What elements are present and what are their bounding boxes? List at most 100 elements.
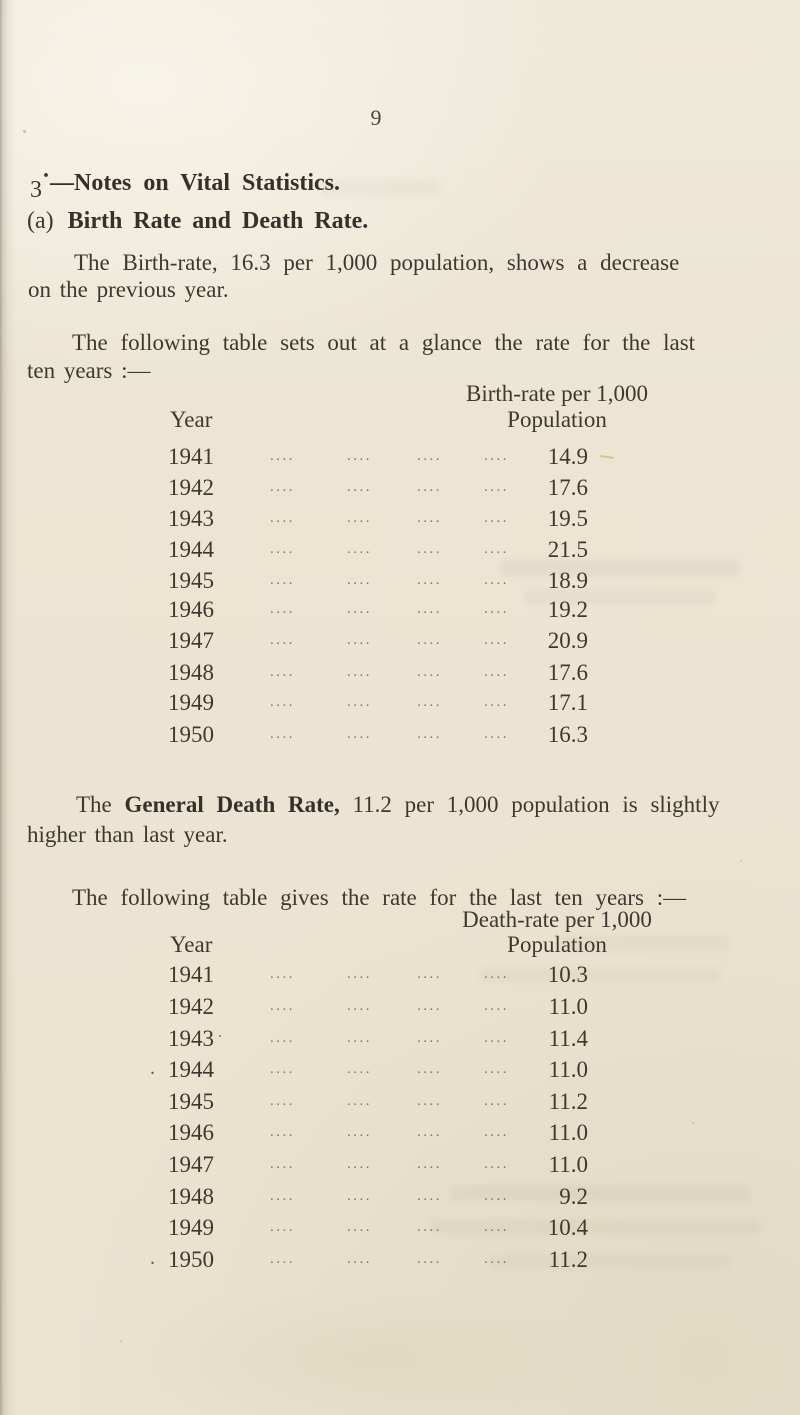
year-cell: 1948 xyxy=(168,1184,214,1209)
dot-leader: .... xyxy=(270,479,295,495)
dot-leader: .... xyxy=(347,664,372,680)
dot-leader: .... xyxy=(417,601,442,617)
show-through xyxy=(430,1220,760,1234)
dot-leader: .... xyxy=(484,1124,509,1140)
dot-leader: .... xyxy=(270,1030,295,1046)
birth-table-header-line1: Birth-rate per 1,000 xyxy=(465,381,649,406)
death-paragraph-line2: higher than last year. xyxy=(27,822,228,847)
rate-cell: 19.5 xyxy=(547,506,588,531)
dot-leader: .... xyxy=(484,966,509,982)
dot-leader: .... xyxy=(270,998,295,1014)
table-row: 1942................ 11.0 xyxy=(168,994,588,1020)
death-table-year-label: Year xyxy=(170,932,213,957)
table-row: 1941................ 10.3 xyxy=(168,962,588,988)
dot-leader: .... xyxy=(270,601,295,617)
dot-leader: .... xyxy=(484,541,509,557)
paper-speck xyxy=(599,455,615,459)
dot-leader: .... xyxy=(484,1219,509,1235)
dot-leader: .... xyxy=(270,448,295,464)
year-cell: 1941 xyxy=(168,444,214,469)
dot-leader: .... xyxy=(484,664,509,680)
dot-leader: .... xyxy=(484,1061,509,1077)
dot-leader: .... xyxy=(417,541,442,557)
dot-leader: .... xyxy=(347,448,372,464)
year-cell: 1947 xyxy=(168,1152,214,1177)
dot-leader: .... xyxy=(417,1061,442,1077)
year-cell: 1949 xyxy=(168,690,214,715)
dot-leader: .... xyxy=(484,1156,509,1172)
year-cell: 1942 xyxy=(168,475,214,500)
dot-leader: .... xyxy=(270,1124,295,1140)
rate-cell: 16.3 xyxy=(547,722,588,747)
rate-cell: 17.1 xyxy=(547,690,588,715)
scan-edge-shadow xyxy=(0,0,16,1415)
rate-cell: 11.2 xyxy=(548,1247,588,1272)
dot-leader: .... xyxy=(417,1030,442,1046)
stray-ink-dot: . xyxy=(218,1024,222,1041)
year-cell: 1946 xyxy=(168,597,214,622)
birth-table-header-line2: Population xyxy=(507,407,607,432)
rate-cell: 10.3 xyxy=(547,962,588,987)
year-cell: 1948 xyxy=(168,660,214,685)
dot-leader: .... xyxy=(484,448,509,464)
year-cell: 1950 xyxy=(168,722,214,747)
death-table-header-line1: Death-rate per 1,000 xyxy=(462,907,652,932)
show-through xyxy=(490,1255,730,1268)
dot-leader: .... xyxy=(484,998,509,1014)
dot-leader: .... xyxy=(417,1124,442,1140)
table-row: 1945................ 18.9 xyxy=(168,568,588,594)
table-row: 1942................ 17.6 xyxy=(168,475,588,501)
section-title: —Notes on Vital Statistics. xyxy=(50,170,341,196)
subsection-title: Birth Rate and Death Rate. xyxy=(67,208,369,234)
table-row: 1946................ 19.2 xyxy=(168,597,588,623)
year-cell: 1945 xyxy=(168,1089,214,1114)
show-through xyxy=(480,968,720,982)
show-through xyxy=(450,1185,750,1201)
rate-cell: 17.6 xyxy=(547,660,588,685)
birth-table-intro-line1: The following table sets out at a glance… xyxy=(72,330,696,355)
dot-leader: .... xyxy=(270,664,295,680)
dot-leader: .... xyxy=(417,726,442,742)
dot-leader: .... xyxy=(347,1219,372,1235)
dot-leader: .... xyxy=(270,694,295,710)
dot-leader: .... xyxy=(347,1188,372,1204)
dot-leader: .... xyxy=(347,1251,372,1267)
year-cell: 1945 xyxy=(168,568,214,593)
death-paragraph-bold: General Death Rate, xyxy=(124,792,340,817)
table-row: 1943................ 19.5 xyxy=(168,506,588,532)
birth-table-intro-line2: ten years :— xyxy=(27,358,151,383)
rate-cell: 14.9 xyxy=(547,444,588,469)
year-cell: 1943 xyxy=(168,506,214,531)
rate-cell: 20.9 xyxy=(547,628,588,653)
paper-speck xyxy=(692,1122,694,1124)
paper-speck xyxy=(740,860,742,862)
dot-leader: .... xyxy=(417,572,442,588)
dot-leader: .... xyxy=(347,632,372,648)
birth-paragraph-line2: on the previous year. xyxy=(28,277,229,302)
dot-leader: .... xyxy=(270,1156,295,1172)
rate-cell: 11.0 xyxy=(548,1152,588,1177)
dot-leader: .... xyxy=(484,726,509,742)
dot-leader: .... xyxy=(347,998,372,1014)
table-row: 1950................ 11.2. xyxy=(150,1247,588,1273)
dot-leader: .... xyxy=(347,1061,372,1077)
dot-leader: .... xyxy=(484,1030,509,1046)
rate-cell: 21.5 xyxy=(547,537,588,562)
dot-leader: .... xyxy=(417,479,442,495)
show-through xyxy=(500,560,740,576)
dot-leader: .... xyxy=(417,632,442,648)
dot-leader: .... xyxy=(347,479,372,495)
dot-leader: .... xyxy=(347,572,372,588)
dot-leader: .... xyxy=(347,541,372,557)
dot-leader: .... xyxy=(417,998,442,1014)
section-number: 3 xyxy=(30,177,42,203)
dot-leader: .... xyxy=(417,1093,442,1109)
dot-leader: .... xyxy=(347,726,372,742)
rate-cell: 18.9 xyxy=(547,568,588,593)
show-through xyxy=(560,935,730,951)
section-raised-dot: · xyxy=(42,163,51,189)
table-row: 1949................ 10.4 xyxy=(168,1215,588,1241)
table-row: 1948................ 9.2 xyxy=(168,1184,588,1210)
dot-leader: .... xyxy=(417,448,442,464)
